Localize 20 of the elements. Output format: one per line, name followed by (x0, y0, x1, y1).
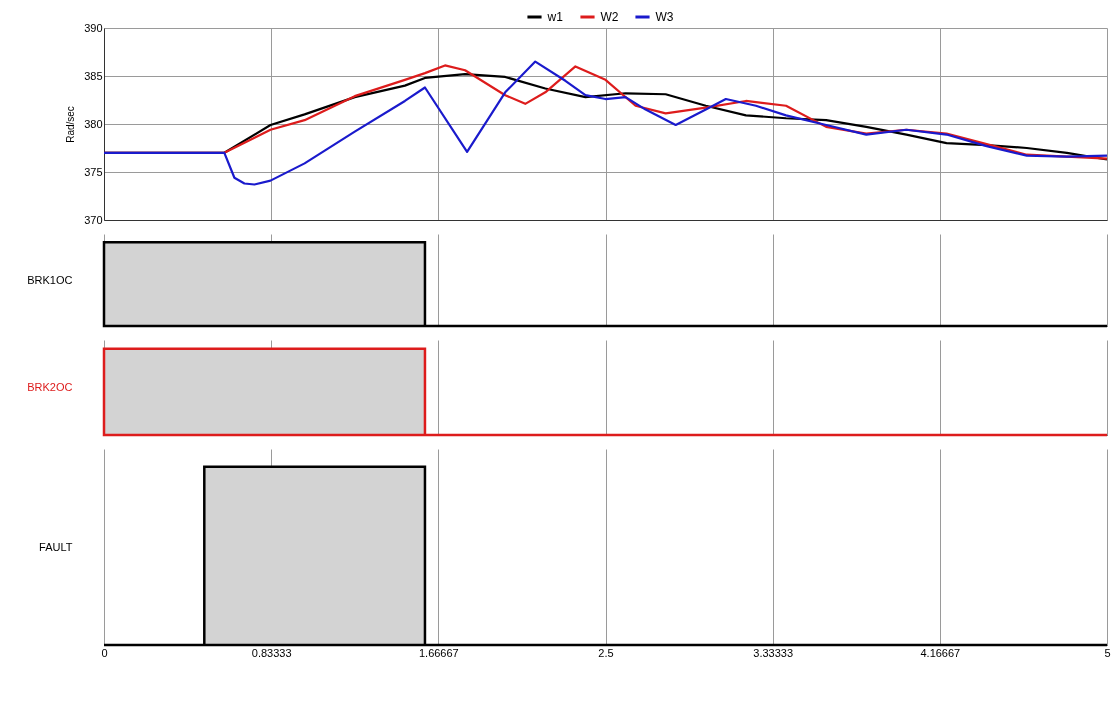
legend-label: W2 (600, 10, 619, 24)
x-tick-label: 5 (1104, 646, 1111, 659)
x-tick-label: 2.5 (598, 646, 614, 659)
y-axis-title: BRK2OC (27, 381, 73, 393)
x-tick-label: 1.66667 (418, 646, 459, 659)
legend-label: W3 (655, 10, 674, 24)
x-tick-label: 0.83333 (251, 646, 292, 659)
x-tick-label: 4.16667 (920, 646, 961, 659)
y-tick-label: 375 (84, 165, 103, 178)
y-axis-title: Rad/sec (65, 106, 77, 143)
y-axis-title: FAULT (39, 540, 73, 553)
legend-label: w1 (546, 10, 564, 24)
y-tick-label: 385 (84, 69, 103, 82)
x-tick-label: 3.33333 (753, 646, 794, 659)
y-axis-title: BRK1OC (27, 273, 73, 286)
line-series (102, 60, 1109, 186)
y-tick-label: 380 (84, 117, 103, 130)
y-tick-label: 370 (84, 213, 103, 226)
y-tick-label: 390 (84, 21, 103, 34)
x-tick-label: 0 (101, 646, 108, 659)
